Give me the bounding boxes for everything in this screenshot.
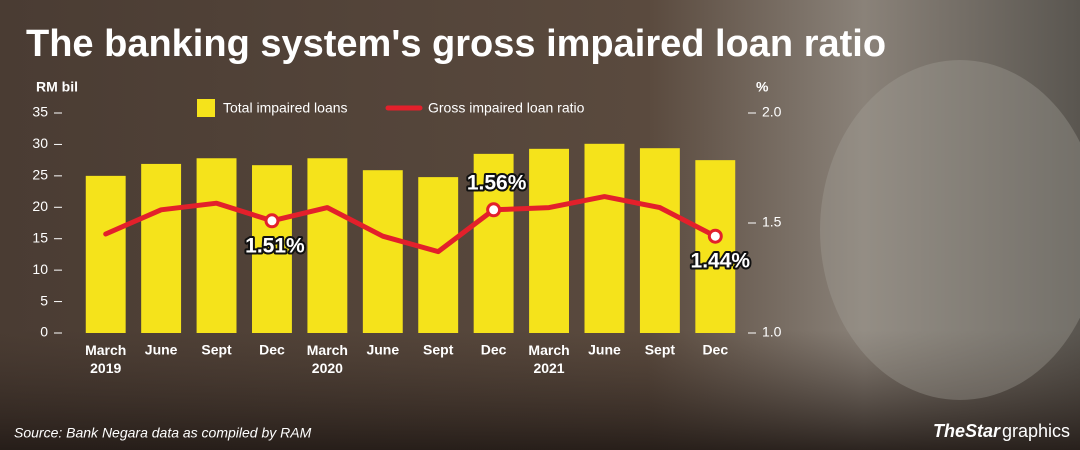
x-tick-label: March 2021 (528, 342, 569, 376)
x-tick-label: June (588, 342, 621, 358)
y-tick-label: 10 (32, 261, 48, 277)
x-tick-label: Dec (702, 342, 728, 358)
data-label: 1.51% (245, 234, 305, 257)
point-marker (486, 202, 502, 218)
bar (196, 158, 237, 333)
credit-name: TheStar (933, 421, 1001, 441)
y-axis-label: RM bil (36, 79, 78, 95)
y-tick-label: 25 (32, 167, 48, 183)
bar (584, 143, 625, 333)
bar (85, 175, 126, 333)
bar (141, 163, 182, 333)
background-floor (0, 330, 1080, 450)
bar (307, 158, 348, 333)
y2-tick-label: 2.0 (762, 104, 782, 120)
source: Source: Bank Negara data as compiled by … (14, 425, 312, 441)
x-tick-label: Sept (645, 342, 676, 358)
y2-tick-label: 1.5 (762, 214, 782, 230)
bar (639, 148, 680, 333)
credit-suffix: graphics (1002, 421, 1070, 441)
y2-tick-label: 1.0 (762, 324, 782, 340)
x-tick-label: Dec (481, 342, 507, 358)
chart-title: The banking system's gross impaired loan… (26, 23, 886, 65)
y-tick-label: 30 (32, 135, 48, 151)
y-tick-label: 0 (40, 324, 48, 340)
y-tick-label: 20 (32, 198, 48, 214)
y-tick-label: 15 (32, 229, 48, 245)
line (103, 194, 718, 255)
x-tick-label: March 2020 (307, 342, 348, 376)
bar (362, 170, 403, 333)
x-tick-label: June (145, 342, 178, 358)
bar (529, 148, 569, 333)
x-tick-label: June (366, 342, 399, 358)
data-label: 1.56% (467, 171, 527, 194)
bar (252, 165, 292, 333)
bar (418, 177, 459, 333)
data-label: 1.44% (691, 250, 751, 273)
legend-label: Total impaired loans (223, 100, 348, 116)
bar (473, 153, 514, 333)
bar (695, 160, 736, 333)
y-tick-label: 5 (40, 292, 48, 308)
y-tick-label: 35 (32, 104, 48, 120)
point-marker (707, 228, 723, 244)
x-tick-label: Sept (201, 342, 232, 358)
x-tick-label: Sept (423, 342, 454, 358)
legend-swatch (197, 99, 215, 117)
x-tick-label: March 2019 (85, 342, 126, 376)
legend-label: Gross impaired loan ratio (428, 100, 585, 116)
y2-axis-label: % (756, 79, 769, 95)
jar-decoration (820, 60, 1080, 400)
point-marker (264, 213, 280, 229)
x-tick-label: Dec (259, 342, 285, 358)
